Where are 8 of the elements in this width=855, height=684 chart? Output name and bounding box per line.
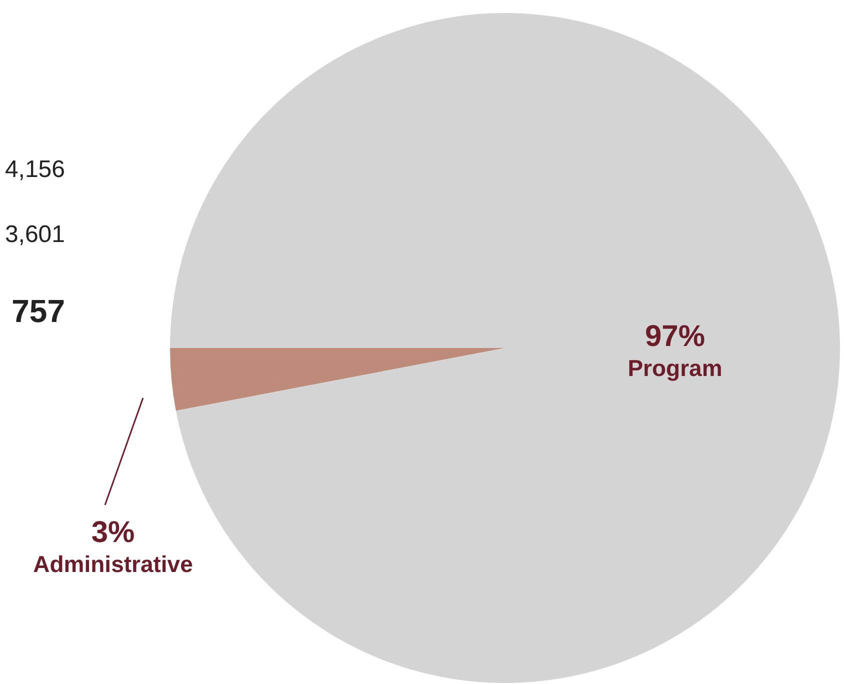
text: 757 [12,293,65,329]
data-label: 97% [644,320,706,353]
pie-slice [170,348,505,411]
slice-label: Program [628,355,722,381]
text: 4,156 [4,156,65,183]
text: 3,601 [4,221,65,248]
data-label: 3% [91,516,135,549]
slice-label: Administrative [33,551,193,577]
